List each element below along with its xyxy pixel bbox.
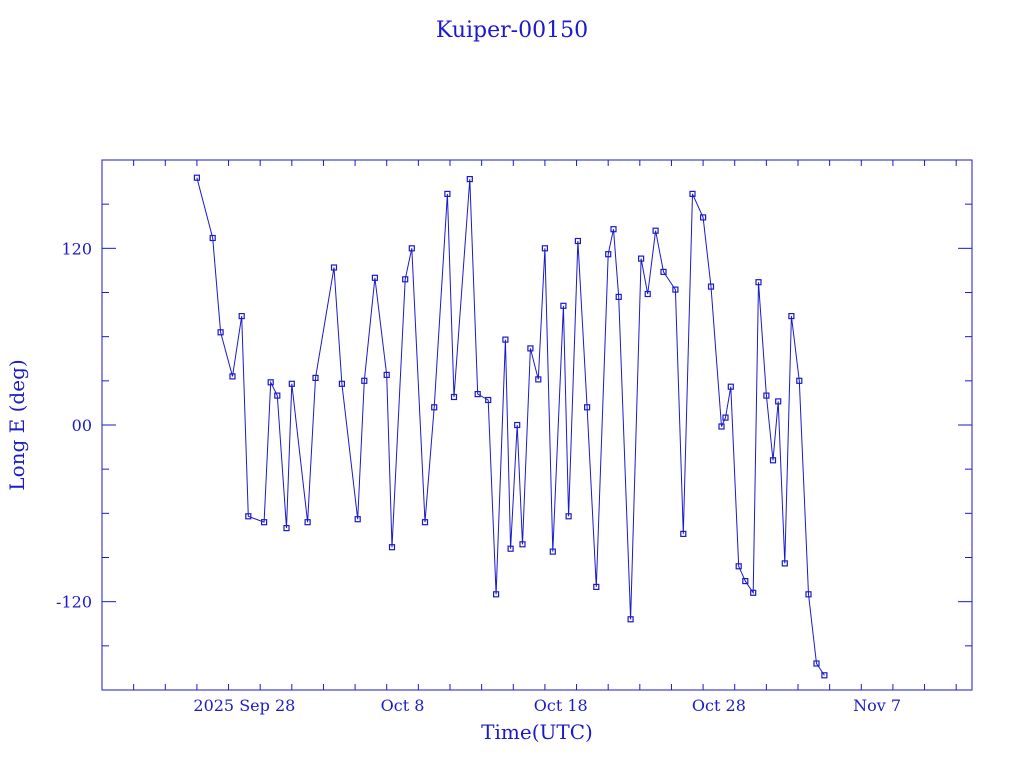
data-point bbox=[383, 371, 390, 378]
data-point bbox=[775, 398, 782, 405]
data-point bbox=[707, 283, 715, 290]
data-point bbox=[402, 276, 409, 283]
data-point bbox=[421, 519, 429, 526]
data-point bbox=[229, 373, 236, 380]
data-point bbox=[727, 383, 734, 390]
data-point bbox=[652, 227, 659, 234]
data-point bbox=[431, 404, 438, 411]
data-point bbox=[821, 672, 828, 679]
data-point bbox=[699, 214, 707, 221]
x-axis-label: Time(UTC) bbox=[481, 720, 593, 744]
data-point bbox=[722, 414, 729, 421]
data-point bbox=[354, 516, 361, 523]
data-point bbox=[304, 519, 311, 526]
data-point bbox=[788, 313, 795, 320]
data-point bbox=[312, 374, 319, 381]
data-point bbox=[755, 279, 762, 286]
axis-tick-labels: 2025 Sep 28 Oct 8 Oct 18 Oct 28 Nov 7 120 00 -1… bbox=[56, 239, 901, 715]
data-point bbox=[560, 302, 567, 309]
data-point bbox=[769, 457, 777, 464]
data-point bbox=[574, 237, 582, 245]
data-point bbox=[672, 286, 679, 293]
data-point bbox=[549, 548, 556, 555]
data-point bbox=[763, 392, 770, 399]
data-point bbox=[742, 577, 749, 585]
data-point bbox=[361, 377, 368, 384]
data-point bbox=[689, 190, 696, 197]
data-point bbox=[330, 264, 338, 271]
data-point bbox=[288, 380, 295, 387]
data-point bbox=[610, 226, 617, 233]
data-point bbox=[583, 404, 591, 411]
data-point bbox=[507, 545, 514, 552]
data-point bbox=[371, 274, 378, 281]
axis-ticks bbox=[101, 160, 972, 690]
data-point bbox=[805, 591, 812, 598]
data-point bbox=[193, 174, 200, 181]
data-point bbox=[565, 513, 572, 520]
data-point bbox=[605, 251, 612, 258]
data-point bbox=[209, 234, 216, 242]
data-point bbox=[485, 396, 492, 404]
data-point bbox=[796, 377, 803, 384]
x-tick-label: Oct 28 bbox=[692, 696, 746, 715]
data-point bbox=[593, 583, 600, 591]
chart-title: Kuiper-00150 bbox=[436, 18, 588, 43]
data-point bbox=[813, 660, 820, 667]
data-point bbox=[408, 245, 415, 252]
data-point bbox=[514, 421, 521, 429]
data-point bbox=[680, 530, 687, 538]
data-point bbox=[444, 190, 451, 197]
data-point bbox=[660, 268, 667, 275]
data-point bbox=[261, 519, 268, 526]
data-point bbox=[245, 513, 252, 520]
series-group bbox=[193, 174, 828, 679]
data-point bbox=[338, 380, 345, 387]
data-point bbox=[615, 293, 622, 300]
data-point bbox=[267, 379, 274, 386]
plot-frame bbox=[101, 159, 973, 691]
data-point bbox=[502, 336, 509, 343]
data-point bbox=[735, 563, 742, 570]
data-point bbox=[283, 524, 290, 532]
data-point bbox=[527, 345, 534, 352]
data-point bbox=[781, 560, 788, 567]
data-point bbox=[718, 423, 725, 430]
data-point bbox=[388, 544, 396, 551]
data-point bbox=[474, 391, 481, 398]
data-point bbox=[644, 290, 651, 298]
y-tick-label: 00 bbox=[72, 416, 92, 435]
x-tick-label: 2025 Sep 28 bbox=[193, 696, 295, 715]
data-point bbox=[535, 376, 542, 383]
data-point bbox=[493, 591, 500, 598]
data-point bbox=[541, 245, 549, 252]
data-point bbox=[627, 616, 634, 623]
data-point bbox=[519, 541, 526, 548]
data-point bbox=[238, 313, 245, 320]
series-line bbox=[196, 177, 825, 676]
x-tick-label: Oct 18 bbox=[534, 696, 588, 715]
data-point bbox=[274, 392, 281, 399]
y-tick-label: 120 bbox=[61, 239, 92, 258]
data-point bbox=[217, 329, 224, 336]
data-point bbox=[466, 176, 473, 183]
data-point bbox=[450, 393, 458, 401]
x-tick-label: Nov 7 bbox=[853, 696, 901, 715]
data-point bbox=[750, 589, 757, 596]
y-axis-label: Long E (deg) bbox=[5, 359, 29, 490]
data-point bbox=[637, 255, 645, 262]
x-tick-label: Oct 8 bbox=[381, 696, 425, 715]
y-tick-label: -120 bbox=[56, 593, 92, 612]
